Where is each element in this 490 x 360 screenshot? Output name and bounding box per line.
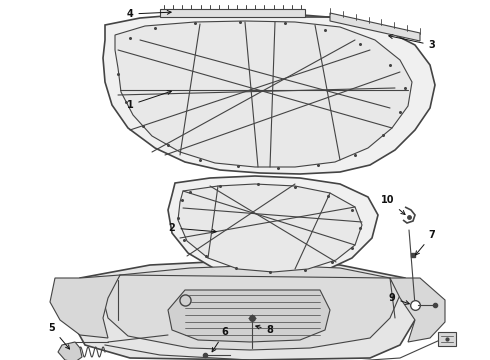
Polygon shape — [330, 13, 420, 41]
Polygon shape — [58, 342, 82, 360]
Text: 4: 4 — [126, 9, 171, 19]
Polygon shape — [70, 260, 420, 360]
Text: 1: 1 — [126, 91, 172, 110]
Polygon shape — [103, 13, 435, 174]
Polygon shape — [168, 176, 378, 278]
Polygon shape — [50, 275, 120, 338]
Text: 9: 9 — [389, 293, 409, 305]
Text: 8: 8 — [256, 325, 273, 335]
Polygon shape — [178, 184, 362, 272]
Text: 7: 7 — [416, 230, 436, 255]
Text: 10: 10 — [381, 195, 405, 215]
Bar — [160, 9, 305, 17]
Polygon shape — [115, 21, 412, 167]
Text: 3: 3 — [389, 35, 436, 50]
Text: 2: 2 — [169, 223, 216, 233]
Polygon shape — [390, 278, 445, 342]
Polygon shape — [103, 265, 400, 350]
Bar — [438, 332, 456, 346]
Text: 6: 6 — [212, 327, 228, 352]
Text: 5: 5 — [49, 323, 70, 349]
Polygon shape — [168, 290, 330, 342]
